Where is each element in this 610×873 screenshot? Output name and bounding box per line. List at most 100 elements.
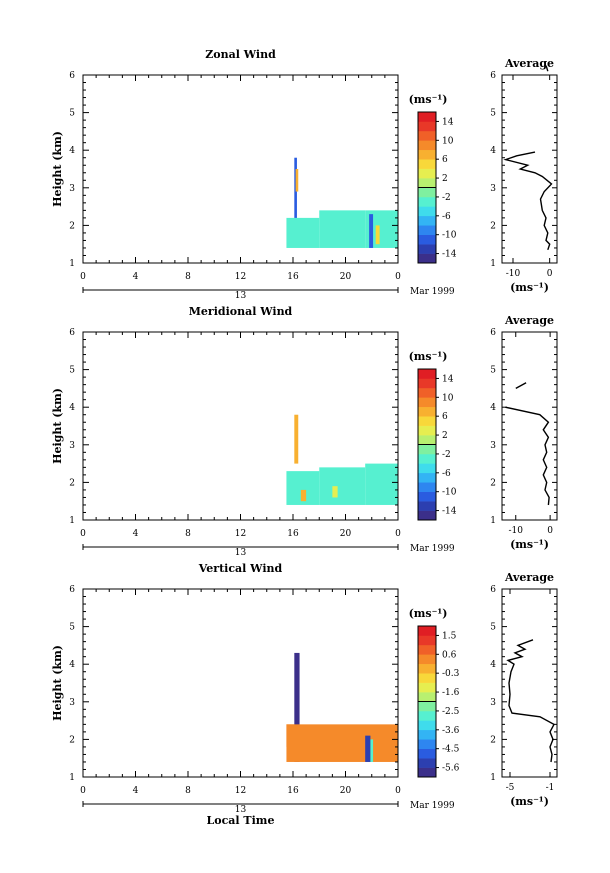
x-tick-label: 4 <box>133 272 139 282</box>
colorbar-tick-label: 2 <box>442 174 448 184</box>
average-profile-line-upper <box>515 382 527 390</box>
x-axis-label: Local Time <box>207 814 275 827</box>
x-tick-label: 0 <box>395 529 401 539</box>
average-y-tick-label: 1 <box>490 259 496 269</box>
average-y-tick-label: 2 <box>490 735 496 745</box>
average-panel: Average 1 2 3 4 5 6 -10 0 (ms⁻¹) <box>490 57 558 294</box>
colorbar-tick-label: -10 <box>442 231 457 241</box>
average-y-tick-label: 3 <box>490 698 496 708</box>
colorbar-tick-label: -2 <box>442 193 451 203</box>
colorbar-tick-label: 0.6 <box>442 650 457 660</box>
average-title: Average <box>504 314 554 327</box>
x-tick-label: 12 <box>235 529 246 539</box>
x-tick-label: 12 <box>235 272 246 282</box>
heatmap-cell <box>375 225 380 245</box>
heatmap-cell <box>369 214 374 248</box>
y-tick-label: 6 <box>69 328 75 338</box>
x-tick-label: 20 <box>340 272 352 282</box>
average-y-tick-label: 5 <box>490 109 496 119</box>
x-tick-label: 0 <box>80 786 86 796</box>
x-tick-label: 0 <box>395 786 401 796</box>
colorbar-swatch <box>418 416 436 426</box>
average-y-tick-label: 5 <box>490 366 496 376</box>
colorbar-tick-label: 14 <box>442 117 454 127</box>
colorbar-swatch <box>418 720 436 731</box>
heatmap-cell <box>319 467 366 505</box>
heatmap-cell <box>294 652 300 762</box>
colorbar-swatch <box>418 140 436 151</box>
colorbar-swatch <box>418 397 436 408</box>
heatmap-cell <box>294 414 299 464</box>
colorbar-swatch <box>418 758 436 768</box>
average-y-tick-label: 6 <box>490 328 496 338</box>
colorbar-swatch <box>418 635 436 646</box>
average-x-label: (ms⁻¹) <box>510 538 549 551</box>
average-y-tick-label: 3 <box>490 441 496 451</box>
colorbar-tick-label: 10 <box>442 136 454 146</box>
colorbar-tick-label: -1.6 <box>442 688 460 698</box>
x-tick-label: 16 <box>287 529 299 539</box>
colorbar-swatch <box>418 425 436 436</box>
heatmap-cell <box>319 210 366 248</box>
average-y-tick-label: 4 <box>490 403 496 413</box>
x-tick-label: 8 <box>185 272 191 282</box>
average-y-tick-label: 4 <box>490 146 496 156</box>
colorbar-swatch <box>418 159 436 169</box>
x-tick-label: 0 <box>80 529 86 539</box>
colorbar-swatch <box>418 739 436 749</box>
colorbar-swatch <box>418 654 436 665</box>
heatmap-cell <box>286 217 320 248</box>
colorbar-swatch <box>418 112 436 122</box>
y-tick-label: 1 <box>69 259 75 269</box>
panel-title: Vertical Wind <box>198 562 283 575</box>
average-frame <box>501 588 558 778</box>
colorbar-swatch <box>418 234 436 245</box>
heatmap-cell <box>300 489 307 502</box>
colorbar-tick-label: 10 <box>442 393 454 403</box>
colorbar-swatch <box>418 215 436 226</box>
average-profile-line <box>503 151 553 251</box>
colorbar-swatch <box>418 682 436 693</box>
x-tick-label: 4 <box>133 529 139 539</box>
y-tick-label: 5 <box>69 109 75 119</box>
average-y-tick-label: 6 <box>490 585 496 595</box>
colorbar-swatch <box>418 710 436 721</box>
y-tick-label: 1 <box>69 516 75 526</box>
y-tick-label: 4 <box>69 146 75 156</box>
average-y-tick-label: 3 <box>490 184 496 194</box>
y-tick-label: 2 <box>69 221 75 231</box>
colorbar-swatch <box>418 253 436 264</box>
colorbar-swatch <box>418 472 436 483</box>
colorbar-swatch <box>418 178 436 188</box>
colorbar-swatch <box>418 626 436 636</box>
colorbar-swatch <box>418 130 436 141</box>
date-bar-day: 13 <box>235 805 247 815</box>
average-panel: Average 1 2 3 4 5 6 -5 -1 (ms⁻¹) <box>490 571 558 808</box>
y-tick-label: 2 <box>69 478 75 488</box>
colorbar-swatch <box>418 406 436 417</box>
x-tick-label: 4 <box>133 786 139 796</box>
colorbar-tick-label: -5.6 <box>442 764 460 774</box>
y-tick-label: 6 <box>69 71 75 81</box>
average-x-tick-label: -1 <box>546 783 555 793</box>
colorbar-swatch <box>418 369 436 379</box>
x-tick-label: 12 <box>235 786 246 796</box>
colorbar-tick-label: -10 <box>442 488 457 498</box>
average-frame <box>501 74 558 264</box>
colorbar-tick-label: -6 <box>442 469 451 479</box>
colorbar-tick-label: 6 <box>442 412 448 422</box>
average-y-tick-label: 2 <box>490 478 496 488</box>
x-tick-label: 0 <box>80 272 86 282</box>
average-y-tick-label: 1 <box>490 516 496 526</box>
average-profile-line <box>505 406 550 506</box>
date-bar-month: Mar 1999 <box>410 287 455 297</box>
date-bar-month: Mar 1999 <box>410 801 455 811</box>
colorbar-swatch <box>418 748 436 759</box>
colorbar-unit: (ms⁻¹) <box>409 350 448 363</box>
heatmap-cell <box>365 463 398 505</box>
colorbar-tick-label: 14 <box>442 374 454 384</box>
colorbar-swatch <box>418 244 436 254</box>
colorbar-tick-label: 2 <box>442 431 448 441</box>
colorbar-swatch <box>418 482 436 492</box>
heatmap-cell <box>332 486 338 498</box>
